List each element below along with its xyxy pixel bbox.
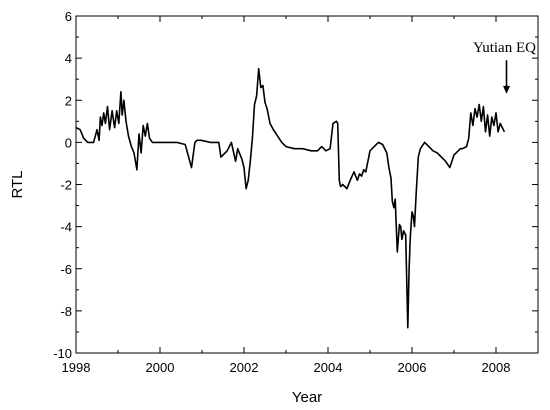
axis-ticks [75, 15, 538, 354]
y-tick-label: -10 [53, 346, 72, 361]
x-axis-label: Year [292, 389, 322, 406]
rtl-series-line [75, 67, 506, 329]
plot-frame [75, 15, 539, 354]
axis-tick-labels: 1998 2000 2002 2004 2006 2008 -10 -8 -6 -4 -2 0 2 4 6 [53, 9, 510, 375]
x-tick-label: 2008 [482, 360, 511, 375]
annotation: Yutian EQ [473, 40, 536, 94]
y-tick-label: -2 [60, 178, 72, 193]
y-tick-label: -6 [60, 262, 72, 277]
x-tick-label: 2004 [314, 360, 343, 375]
x-tick-label: 2000 [146, 360, 175, 375]
y-tick-label: 4 [65, 51, 72, 66]
y-tick-label: 6 [65, 9, 72, 24]
x-tick-label: 1998 [62, 360, 91, 375]
annotation-label: Yutian EQ [473, 40, 536, 56]
y-tick-label: 0 [65, 135, 72, 150]
x-tick-label: 2006 [398, 360, 427, 375]
arrow-down-icon [503, 85, 510, 94]
y-tick-label: 2 [65, 93, 72, 108]
y-tick-label: -4 [60, 220, 72, 235]
y-tick-label: -8 [60, 304, 72, 319]
x-tick-label: 2002 [230, 360, 259, 375]
y-axis-label: RTL [9, 170, 26, 198]
